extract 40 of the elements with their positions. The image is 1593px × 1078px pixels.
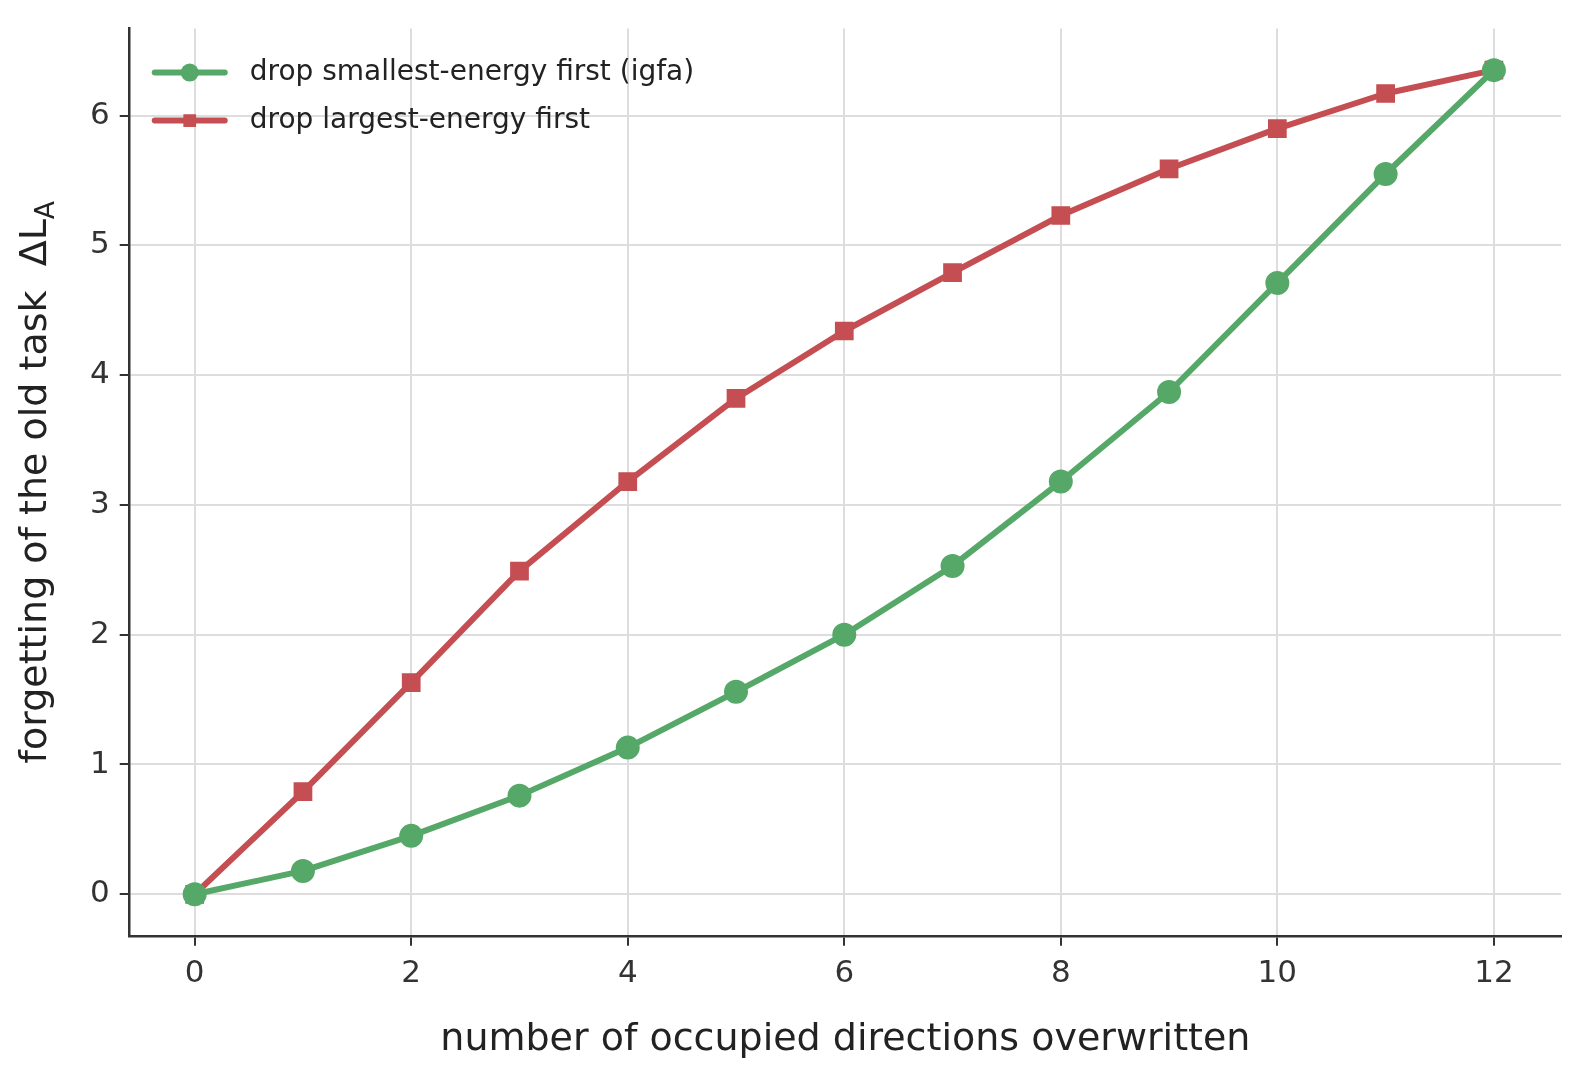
point xyxy=(834,321,854,341)
point xyxy=(1265,270,1290,295)
point xyxy=(618,472,638,491)
point xyxy=(293,782,313,802)
y-tick-label: 0 xyxy=(89,873,110,910)
point xyxy=(940,553,965,578)
point xyxy=(615,735,640,760)
legend-label: drop smallest-energy first (igfa) xyxy=(249,53,695,87)
x-tick-label: 12 xyxy=(1474,953,1514,990)
point xyxy=(401,673,421,693)
point xyxy=(832,622,857,647)
y-tick-label: 6 xyxy=(89,94,110,131)
x-tick-label: 6 xyxy=(834,953,855,990)
point xyxy=(399,823,424,848)
x-tick-label: 2 xyxy=(401,953,422,990)
y-tick-label: 4 xyxy=(89,354,110,391)
point xyxy=(1157,380,1182,404)
y-tick-label: 5 xyxy=(89,224,110,261)
point xyxy=(724,679,749,704)
y-tick-label: 1 xyxy=(89,743,110,780)
point xyxy=(1051,206,1071,225)
x-tick-label: 0 xyxy=(184,953,205,990)
point xyxy=(1267,119,1287,138)
x-axis-title: number of occupied directions overwritten xyxy=(440,1014,1251,1059)
x-tick-label: 10 xyxy=(1257,953,1298,990)
point xyxy=(290,858,315,883)
x-tick-label: 4 xyxy=(617,953,638,990)
point xyxy=(1376,84,1395,103)
point xyxy=(726,389,746,408)
y-tick-label: 3 xyxy=(89,483,110,520)
point xyxy=(507,783,532,808)
point xyxy=(1159,159,1179,179)
y-axis-title: forgetting of the old task ΔLA xyxy=(10,201,61,764)
point xyxy=(1373,161,1398,186)
point xyxy=(943,263,962,282)
x-tick-label: 8 xyxy=(1050,953,1071,990)
point xyxy=(510,561,529,581)
y-tick-label: 2 xyxy=(89,613,110,650)
point xyxy=(1048,469,1073,494)
legend-label: drop largest-energy first xyxy=(249,101,591,135)
